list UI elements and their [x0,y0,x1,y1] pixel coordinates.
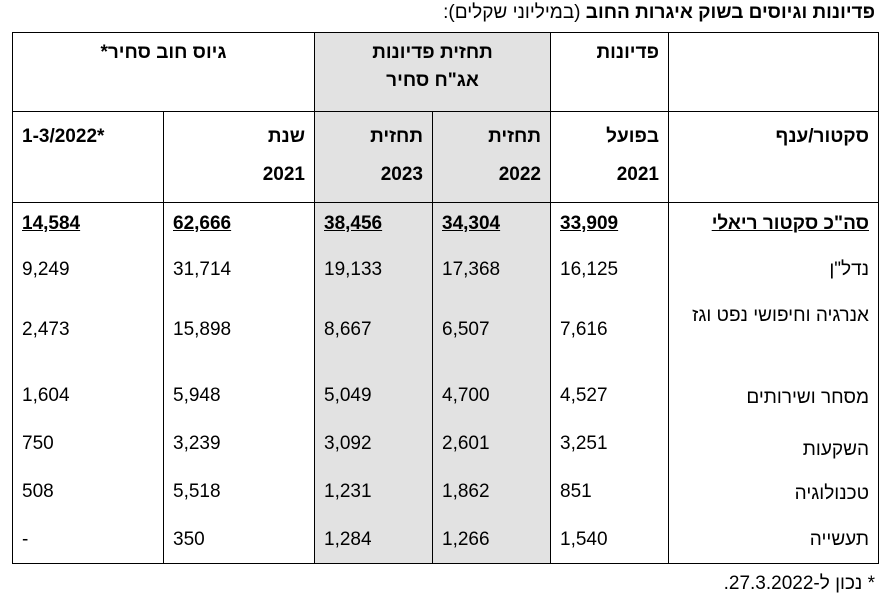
q1-header-line1: 1-3/2022* [22,126,105,147]
value-cell: 6,507 [432,297,551,373]
value-cell: 1,540 [550,517,669,563]
table-row: תעשייה 1,540 1,266 1,284 350 - [12,517,879,563]
forecast22-header-line2: 2022 [498,164,541,185]
value-cell: 851 [550,469,669,517]
value-cell: 5,049 [314,373,433,423]
group-header-row: פדיונות תחזית פדיונות אג"ח סחיר גיוס חוב… [12,32,879,112]
sector-cell: טכנולוגיה [668,469,879,517]
actual-header-line1: בפועל [606,126,659,147]
table-row: נדל"ן 16,125 17,368 19,133 31,714 9,249 [12,245,879,297]
redemptions-group-header: פדיונות [550,32,669,112]
forecast23-header-line1: תחזית [370,126,423,147]
value-cell: 1,284 [314,517,433,563]
forecast23-header-line2: 2023 [380,164,423,185]
value-cell: 4,700 [432,373,551,423]
value-cell: 750 [12,423,164,469]
footnote: * נכון ל-27.3.2022. [723,573,875,594]
sector-cell: השקעות [668,423,879,469]
actual-header-line2: 2021 [616,164,659,185]
value-cell: 3,092 [314,423,433,469]
empty-header-cell [668,32,879,112]
sector-cell: מסחר ושירותים [668,373,879,423]
value-cell: 508 [12,469,164,517]
value-cell: 3,251 [550,423,669,469]
sector-cell: נדל"ן [668,245,879,297]
value-cell: 9,249 [12,245,164,297]
actual-2021-header: בפועל 2021 [550,111,669,203]
value-cell: 34,304 [432,202,551,245]
forecast22-header-line1: תחזית [488,126,541,147]
sector-cell: תעשייה [668,517,879,563]
table-row: סה"כ סקטור ריאלי 33,909 34,304 38,456 62… [12,202,879,245]
value-cell: 17,368 [432,245,551,297]
value-cell: 1,266 [432,517,551,563]
table-title: פדיונות וגיוסים בשוק איגרות החוב (במיליו… [443,2,875,24]
table-row: אנרגיה וחיפושי נפט וגז 7,616 6,507 8,667… [12,297,879,373]
value-cell: 5,518 [163,469,315,517]
value-cell: 19,133 [314,245,433,297]
table-row: השקעות 3,251 2,601 3,092 3,239 750 [12,423,879,469]
forecast-group-label: תחזית פדיונות אג"ח סחיר [372,42,493,91]
value-cell: 15,898 [163,297,315,373]
value-cell: 14,584 [12,202,164,245]
table-row: מסחר ושירותים 4,527 4,700 5,049 5,948 1,… [12,373,879,423]
value-cell: 33,909 [550,202,669,245]
value-cell: 7,616 [550,297,669,373]
value-cell: 62,666 [163,202,315,245]
value-cell: 1,862 [432,469,551,517]
column-header-row: סקטור/ענף בפועל 2021 תחזית 2022 תחזית 2023 … [12,111,879,203]
forecast-group-header: תחזית פדיונות אג"ח סחיר [314,32,551,112]
value-cell: 38,456 [314,202,433,245]
forecast-2023-header: תחזית 2023 [314,111,433,203]
value-cell: 350 [163,517,315,563]
sector-cell: אנרגיה וחיפושי נפט וגז [668,297,879,373]
sector-header: סקטור/ענף [668,111,879,203]
year-header-line1: שנת [267,126,305,147]
sector-cell: סה"כ סקטור ריאלי [668,202,879,245]
q1-2022-header: 1-3/2022* [12,111,164,203]
value-cell: 5,948 [163,373,315,423]
value-cell: 2,473 [12,297,164,373]
value-cell: 16,125 [550,245,669,297]
year-header-line2: 2021 [262,164,305,185]
title-bold: פדיונות וגיוסים בשוק איגרות החוב [585,2,875,23]
value-cell: 4,527 [550,373,669,423]
value-cell: 8,667 [314,297,433,373]
year-2021-header: שנת 2021 [163,111,315,203]
value-cell: 31,714 [163,245,315,297]
title-units: (במיליוני שקלים): [443,2,586,23]
value-cell: 3,239 [163,423,315,469]
value-cell: 1,604 [12,373,164,423]
value-cell: 1,231 [314,469,433,517]
forecast-2022-header: תחזית 2022 [432,111,551,203]
value-cell: - [12,517,164,563]
table-row: טכנולוגיה 851 1,862 1,231 5,518 508 [12,469,879,517]
raise-group-header: גיוס חוב סחיר* [12,32,315,112]
value-cell: 2,601 [432,423,551,469]
bonds-table: פדיונות תחזית פדיונות אג"ח סחיר גיוס חוב… [12,32,879,564]
